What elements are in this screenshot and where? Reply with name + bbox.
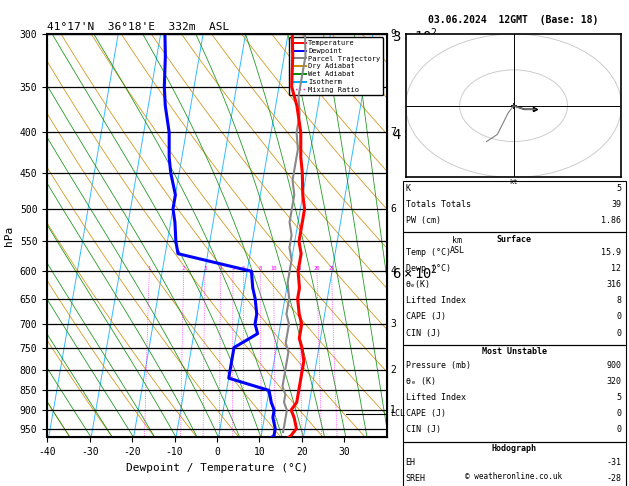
Text: 41°17'N  36°18'E  332m  ASL: 41°17'N 36°18'E 332m ASL — [47, 22, 230, 32]
Text: θₑ(K): θₑ(K) — [406, 280, 431, 290]
Text: 4: 4 — [390, 266, 396, 276]
Text: -28: -28 — [606, 474, 621, 483]
Text: 900: 900 — [606, 361, 621, 370]
Text: Most Unstable: Most Unstable — [482, 347, 547, 357]
Text: 03.06.2024  12GMT  (Base: 18): 03.06.2024 12GMT (Base: 18) — [428, 15, 599, 25]
Text: Dewp (°C): Dewp (°C) — [406, 264, 451, 274]
Text: Lifted Index: Lifted Index — [406, 296, 465, 306]
Text: K: K — [406, 184, 411, 193]
Text: 1: 1 — [390, 405, 396, 415]
Text: 39: 39 — [611, 200, 621, 209]
Text: 6: 6 — [242, 266, 245, 271]
Y-axis label: km
ASL: km ASL — [450, 236, 464, 255]
Text: Pressure (mb): Pressure (mb) — [406, 361, 470, 370]
Text: Hodograph: Hodograph — [492, 444, 537, 453]
Text: 6: 6 — [390, 204, 396, 214]
Text: 5: 5 — [616, 393, 621, 402]
Text: 15: 15 — [296, 266, 302, 271]
Text: Lifted Index: Lifted Index — [406, 393, 465, 402]
Text: Totals Totals: Totals Totals — [406, 200, 470, 209]
Text: © weatheronline.co.uk: © weatheronline.co.uk — [465, 472, 562, 481]
Text: CAPE (J): CAPE (J) — [406, 409, 446, 418]
X-axis label: kt: kt — [509, 179, 518, 185]
Text: Temp (°C): Temp (°C) — [406, 248, 451, 258]
Y-axis label: hPa: hPa — [4, 226, 14, 246]
Text: 8: 8 — [259, 266, 262, 271]
Text: 0: 0 — [616, 312, 621, 322]
Text: 1.86: 1.86 — [601, 216, 621, 225]
Text: 0: 0 — [616, 425, 621, 434]
Text: 5: 5 — [231, 266, 235, 271]
Text: 15.9: 15.9 — [601, 248, 621, 258]
Text: PW (cm): PW (cm) — [406, 216, 441, 225]
Text: LCL: LCL — [390, 409, 405, 418]
Text: 25: 25 — [328, 266, 335, 271]
Text: Surface: Surface — [497, 235, 532, 244]
Text: θₑ (K): θₑ (K) — [406, 377, 436, 386]
Legend: Temperature, Dewpoint, Parcel Trajectory, Dry Adiabat, Wet Adiabat, Isotherm, Mi: Temperature, Dewpoint, Parcel Trajectory… — [289, 37, 383, 95]
Text: 3: 3 — [390, 319, 396, 329]
Text: 8: 8 — [616, 296, 621, 306]
Text: 7: 7 — [390, 127, 396, 138]
Text: 316: 316 — [606, 280, 621, 290]
Text: 3: 3 — [203, 266, 206, 271]
Text: SREH: SREH — [406, 474, 426, 483]
Text: 320: 320 — [606, 377, 621, 386]
Text: 20: 20 — [314, 266, 320, 271]
X-axis label: Dewpoint / Temperature (°C): Dewpoint / Temperature (°C) — [126, 463, 308, 473]
Text: CAPE (J): CAPE (J) — [406, 312, 446, 322]
Text: 2: 2 — [182, 266, 186, 271]
Text: 5: 5 — [616, 184, 621, 193]
Text: 12: 12 — [611, 264, 621, 274]
Text: 0: 0 — [616, 409, 621, 418]
Text: CIN (J): CIN (J) — [406, 425, 441, 434]
Text: EH: EH — [406, 458, 416, 467]
Text: -31: -31 — [606, 458, 621, 467]
Text: CIN (J): CIN (J) — [406, 329, 441, 338]
Text: 10: 10 — [270, 266, 277, 271]
Text: 0: 0 — [616, 329, 621, 338]
Text: 4: 4 — [219, 266, 222, 271]
Text: 9: 9 — [390, 29, 396, 39]
Text: 1: 1 — [148, 266, 151, 271]
Text: 2: 2 — [390, 364, 396, 375]
